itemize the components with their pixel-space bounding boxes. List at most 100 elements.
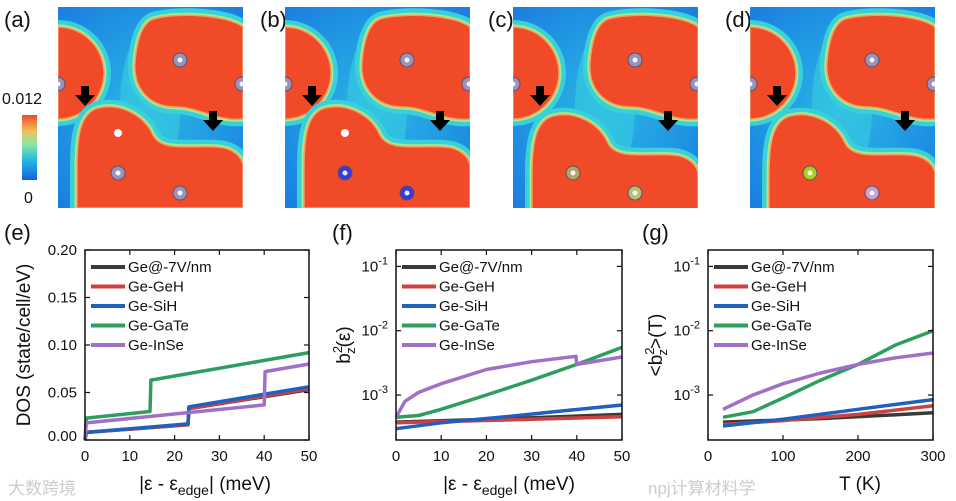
density-lobe — [768, 114, 935, 208]
y-tick-label: 0.05 — [48, 385, 77, 402]
atom-icon — [569, 129, 577, 137]
colorbar: 0.012 0 — [2, 91, 42, 207]
x-tick-label: 0 — [704, 448, 712, 465]
y-tick-label: 0.00 — [48, 428, 77, 445]
atom-icon — [926, 76, 935, 92]
legend-label: Ge-GaTe — [439, 318, 500, 335]
chart-e-ylabel: DOS (state/cell/eV) — [14, 264, 35, 427]
watermark-right: npj计算材料学 — [648, 479, 756, 498]
density-lobe — [826, 14, 935, 121]
chart-f: 0 10 20 30 40 50 10-3 10-2 10-1 Ge@-7V/nm Ge-GeH Ge… — [362, 249, 631, 465]
legend-label: Ge-SiH — [128, 298, 177, 315]
arrow-down-icon — [203, 111, 223, 131]
panel-label-e: (e) — [4, 220, 31, 245]
x-tick-label: 40 — [256, 448, 273, 465]
series-line-ge-inse — [394, 354, 623, 419]
y-tick-label: 10-2 — [362, 320, 388, 340]
chart-f-xlabel: |ε - εedge| (meV) — [443, 474, 575, 498]
arrow-down-icon — [302, 86, 322, 106]
x-tick-label: 20 — [478, 448, 495, 465]
chart-g: 0 100 200 300 10-3 10-2 10-1 Ge@-7V/nm Ge-GeH Ge-… — [674, 249, 946, 465]
series-line-ge-sih — [395, 403, 623, 431]
chart-g-xlabel: T (K) — [839, 474, 881, 495]
legend-label: Ge-GaTe — [128, 318, 189, 335]
series-line-ge-inse — [83, 362, 310, 441]
atom-icon — [513, 76, 521, 92]
legend-label: Ge@-7V/nm — [751, 259, 835, 276]
arrow-down-icon — [430, 111, 450, 131]
atom-highlight — [807, 170, 813, 176]
legend-label: Ge-SiH — [751, 298, 800, 315]
x-tick-label: 10 — [433, 448, 450, 465]
x-tick-label: 20 — [166, 448, 183, 465]
arrow-down-icon — [658, 111, 678, 131]
x-tick-label: 50 — [614, 448, 631, 465]
panel-label-f: (f) — [332, 220, 353, 245]
maps — [58, 7, 935, 208]
charge-density-map-a — [58, 7, 243, 208]
atom-highlight — [513, 81, 516, 87]
chart-g-ylabel: <b2z>(T) — [642, 314, 670, 377]
colorbar-max-label: 0.012 — [2, 91, 42, 108]
atom-highlight — [239, 81, 243, 87]
y-tick-label: 10-2 — [674, 320, 700, 340]
atom-highlight — [466, 81, 470, 87]
x-tick-label: 40 — [568, 448, 585, 465]
y-tick-label: 10-3 — [674, 384, 700, 404]
x-tick-label: 10 — [121, 448, 138, 465]
legend-label: Ge-GeH — [751, 279, 807, 296]
series-line-ge-sih — [722, 397, 934, 428]
colorbar-gradient — [22, 115, 37, 180]
x-tick-label: 30 — [523, 448, 540, 465]
atom-highlight — [58, 81, 61, 87]
legend-label: Ge-InSe — [128, 337, 184, 354]
chart-e-xlabel: |ε - εedge| (meV) — [139, 474, 271, 498]
atom-highlight — [931, 81, 935, 87]
charge-density-map-b — [285, 7, 470, 208]
x-tick-label: 30 — [211, 448, 228, 465]
atom-icon — [689, 76, 698, 92]
atom-highlight — [869, 57, 875, 63]
atom-icon — [234, 76, 243, 92]
x-tick-label: 0 — [392, 448, 400, 465]
series-line-ge-geh — [395, 414, 623, 425]
y-tick-label: 0.10 — [48, 337, 77, 354]
legend-label: Ge@-7V/nm — [128, 259, 212, 276]
y-tick-label: 10-1 — [674, 255, 700, 275]
legend-label: Ge-GeH — [128, 279, 184, 296]
y-tick-label: 0.20 — [48, 242, 77, 259]
density-lobe — [361, 14, 470, 121]
arrow-down-icon — [895, 111, 915, 131]
density-lobe — [134, 14, 243, 121]
atom-icon — [285, 76, 293, 92]
y-tick-label: 10-1 — [362, 255, 388, 275]
x-tick-label: 50 — [301, 448, 318, 465]
x-tick-label: 0 — [81, 448, 89, 465]
panel-label-a: (a) — [4, 7, 31, 32]
atom-highlight — [869, 190, 875, 196]
density-lobe — [531, 114, 698, 208]
arrow-down-icon — [767, 86, 787, 106]
atom-highlight — [750, 81, 753, 87]
arrow-down-icon — [75, 86, 95, 106]
arrow-down-icon — [530, 86, 550, 106]
x-tick-label: 100 — [770, 448, 795, 465]
plot-frame — [395, 249, 623, 441]
atom-icon — [806, 129, 814, 137]
watermark-left: 大数跨境 — [8, 479, 76, 498]
legend-label: Ge-InSe — [751, 337, 807, 354]
chart-e: 0 10 20 30 40 50 0.00 0.05 0.10 0.15 0.20 Ge@-7V/nm… — [48, 242, 318, 465]
legend-label: Ge-InSe — [439, 337, 495, 354]
chart-f-ylabel: b2z(ε) — [330, 326, 358, 363]
y-tick-label: 0.15 — [48, 290, 77, 307]
atom-highlight — [404, 190, 410, 196]
legend-label: Ge-GaTe — [751, 318, 812, 335]
atom-icon — [114, 129, 122, 137]
legend-label: Ge@-7V/nm — [439, 259, 523, 276]
atom-highlight — [115, 170, 121, 176]
series-line-ge-inse — [722, 351, 934, 411]
y-tick-label: 10-3 — [362, 384, 388, 404]
panel-label-b: (b) — [260, 7, 287, 32]
atom-highlight — [632, 190, 638, 196]
